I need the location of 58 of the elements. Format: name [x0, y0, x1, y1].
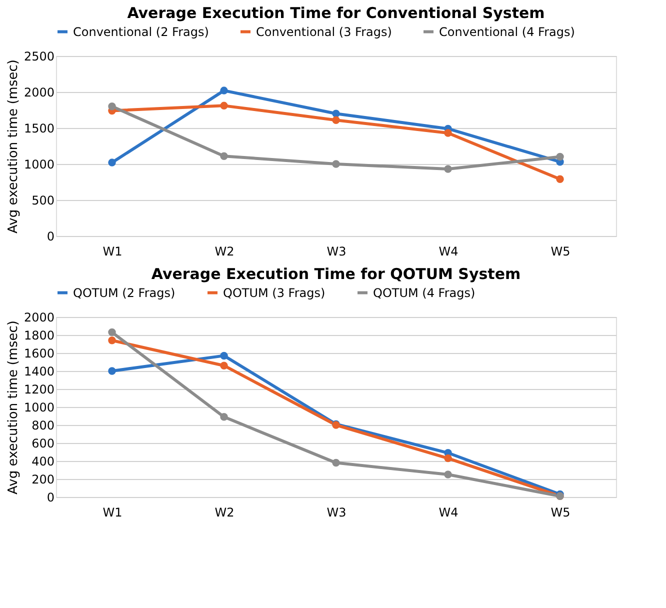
y-axis-title: Avg execution time (msec) [6, 60, 21, 234]
legend-label: Conventional (2 Frags) [73, 24, 209, 39]
point [108, 367, 116, 375]
point [444, 470, 452, 478]
x-tick-label: W3 [326, 244, 346, 258]
y-tick-label: 1800 [24, 328, 54, 342]
point [444, 129, 452, 137]
x-tick-label: W2 [214, 244, 234, 258]
point [220, 352, 228, 360]
y-tick-label: 1000 [24, 400, 54, 414]
point [108, 158, 116, 166]
legend-label: QOTUM (3 Frags) [223, 286, 326, 300]
x-tick-label: W1 [102, 244, 122, 258]
y-tick-label: 1400 [24, 364, 54, 378]
point [220, 413, 228, 421]
point [220, 102, 228, 110]
point [332, 110, 340, 118]
x-tick-label: W4 [438, 506, 458, 520]
chart-title: Average Execution Time for QOTUM System [151, 265, 521, 283]
point [108, 336, 116, 344]
point [332, 160, 340, 168]
y-tick-label: 2000 [24, 86, 54, 100]
point [108, 102, 116, 110]
y-tick-label: 2500 [24, 50, 54, 64]
legend-label: Conventional (3 Frags) [256, 24, 392, 39]
legend-label: QOTUM (2 Frags) [73, 286, 176, 300]
y-tick-label: 500 [32, 194, 54, 208]
x-tick-label: W4 [438, 244, 458, 258]
y-tick-label: 1600 [24, 346, 54, 360]
y-axis-title: Avg execution time (msec) [6, 320, 21, 494]
point [220, 152, 228, 160]
point [220, 86, 228, 94]
x-tick-label: W5 [550, 244, 570, 258]
point [556, 175, 564, 183]
point [108, 328, 116, 336]
point [220, 362, 228, 370]
legend-label: Conventional (4 Frags) [439, 24, 575, 39]
point [332, 458, 340, 467]
y-tick-label: 1200 [24, 382, 54, 396]
point [556, 152, 564, 161]
y-tick-label: 0 [46, 230, 54, 244]
point [444, 165, 452, 173]
chart-title: Average Execution Time for Conventional System [127, 4, 545, 22]
x-tick-label: W2 [214, 506, 234, 520]
y-tick-label: 400 [32, 454, 54, 468]
y-tick-label: 2000 [24, 310, 54, 324]
y-tick-label: 600 [32, 436, 54, 450]
point [444, 454, 452, 462]
x-tick-label: W5 [550, 506, 570, 520]
legend-label: QOTUM (4 Frags) [373, 286, 476, 300]
y-tick-label: 800 [32, 418, 54, 432]
x-tick-label: W3 [326, 506, 346, 520]
y-tick-label: 0 [46, 490, 54, 504]
y-tick-label: 1000 [24, 158, 54, 172]
y-tick-label: 200 [32, 472, 54, 486]
y-tick-label: 1500 [24, 122, 54, 136]
x-tick-label: W1 [102, 506, 122, 520]
point [332, 116, 340, 124]
